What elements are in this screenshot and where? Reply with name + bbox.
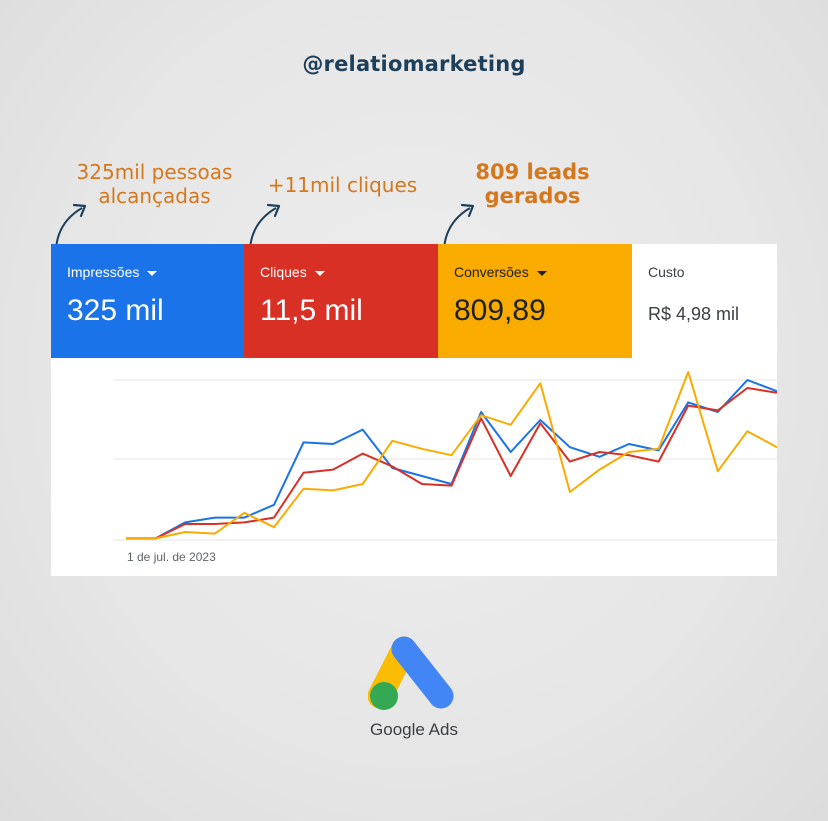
chart-gridlines [113, 379, 777, 541]
performance-line-chart [113, 371, 777, 541]
series-line-2 [126, 387, 777, 540]
metric-label-text: Conversões [454, 264, 529, 280]
annotation-leads: 809 leads gerados [455, 160, 610, 208]
metric-label-text: Cliques [260, 264, 307, 280]
annotation-leads-line1: 809 leads [475, 160, 590, 184]
metric-tile-cost[interactable]: Custo R$ 4,98 mil [632, 244, 777, 358]
metric-label-impressions[interactable]: Impressões [67, 264, 158, 280]
annotation-clicks-line1: +11mil cliques [267, 173, 418, 197]
metric-value-clicks: 11,5 mil [260, 294, 363, 327]
annotation-reach: 325mil pessoas alcançadas [52, 160, 257, 208]
google-ads-logo-icon [368, 636, 454, 710]
metric-label-cost[interactable]: Custo [648, 264, 685, 280]
metric-tile-impressions[interactable]: Impressões 325 mil [51, 244, 244, 358]
metric-tile-conversions[interactable]: Conversões 809,89 [438, 244, 632, 358]
annotation-reach-line1: 325mil pessoas [76, 160, 233, 184]
dropdown-caret-icon [147, 270, 158, 276]
dropdown-caret-icon [314, 270, 325, 276]
metric-value-impressions: 325 mil [67, 294, 164, 327]
metric-value-conversions: 809,89 [454, 294, 546, 327]
annotation-clicks: +11mil cliques [255, 173, 430, 197]
google-ads-logo-text: Google Ads [370, 720, 458, 739]
x-axis-start-label: 1 de jul. de 2023 [127, 550, 216, 564]
annotation-leads-line2: gerados [484, 184, 581, 208]
metric-value-cost: R$ 4,98 mil [648, 304, 740, 324]
metric-label-conversions[interactable]: Conversões [454, 264, 547, 280]
chart-series [126, 371, 777, 540]
series-line-3 [126, 371, 777, 540]
ads-performance-card: Impressões 325 mil Cliques 11,5 mil Conv… [51, 244, 777, 576]
metric-label-clicks[interactable]: Cliques [260, 264, 325, 280]
account-handle: @relatiomarketing [302, 52, 526, 76]
dropdown-caret-icon [536, 270, 547, 276]
annotation-reach-line2: alcançadas [98, 184, 211, 208]
metric-label-text: Impressões [67, 264, 140, 280]
metric-tile-clicks[interactable]: Cliques 11,5 mil [244, 244, 438, 358]
